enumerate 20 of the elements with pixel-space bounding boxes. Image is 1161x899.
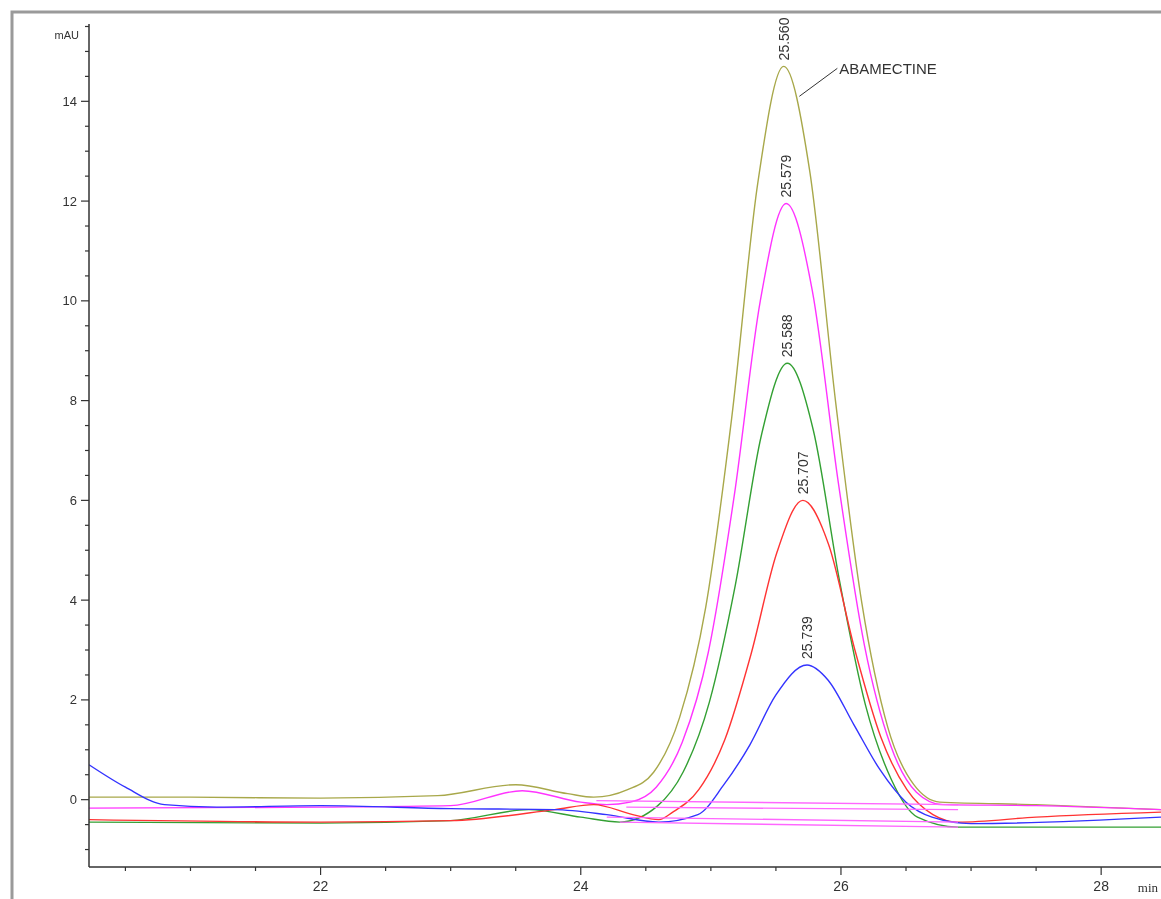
x-tick-label: 22 [312,878,329,894]
y-tick-label: 6 [69,492,77,508]
annotation: 25.579 [778,154,795,198]
y-tick-label: 12 [62,193,77,209]
annotation: 25.739 [799,615,816,659]
annotation: 25.588 [779,314,796,358]
y-tick-label: 14 [62,93,77,109]
y-tick-label: 2 [69,692,77,708]
y-axis-title: mAU [54,29,80,41]
annotation: 25.560 [775,17,792,61]
annotation: ABAMECTINE [839,59,937,77]
x-tick-label: 26 [833,878,849,894]
y-tick-label: 4 [69,592,77,608]
y-tick-label: 0 [69,792,77,808]
annotation: 25.707 [794,451,811,495]
x-tick-label: 24 [572,878,589,894]
y-tick-label: 8 [69,393,77,409]
x-axis-title: min [1137,880,1159,895]
x-tick-label: 28 [1093,878,1110,894]
y-tick-label: 10 [62,293,77,309]
